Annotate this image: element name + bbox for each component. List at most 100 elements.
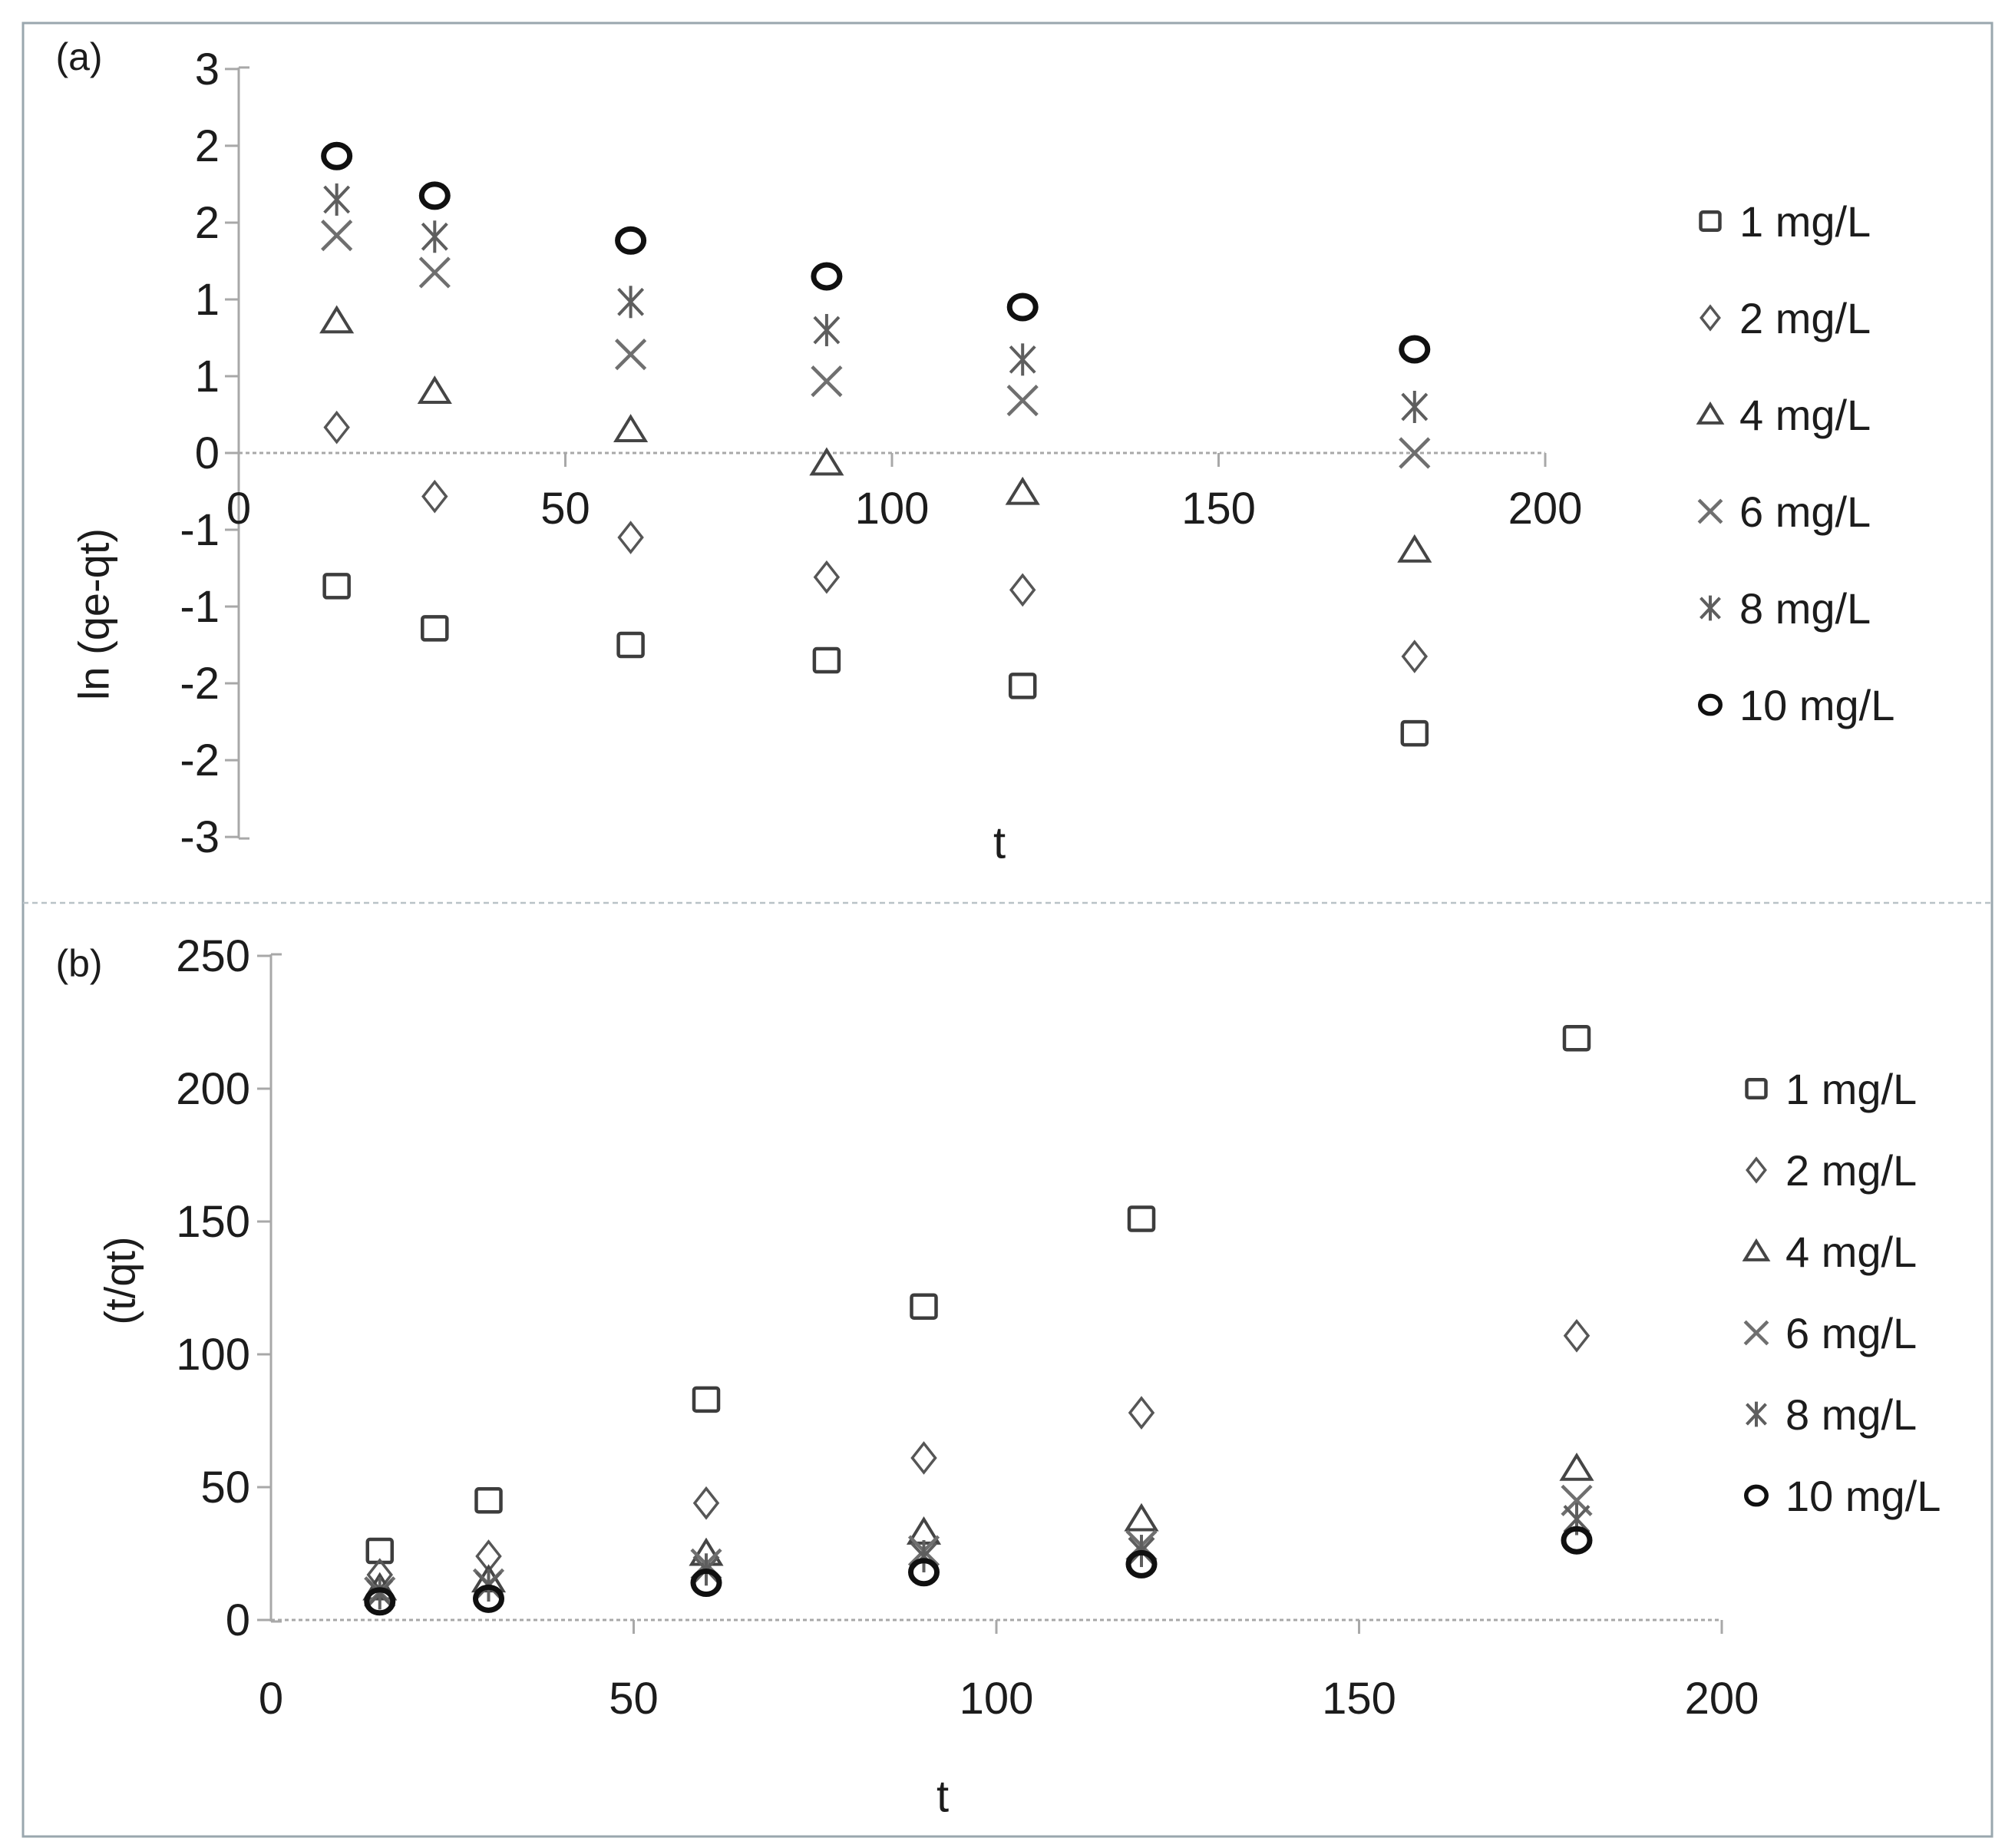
point-square-t60 — [616, 631, 645, 659]
point-circle-t30 — [418, 181, 451, 210]
point-triangle-t15 — [319, 305, 355, 334]
point-asterisk-t180 — [1401, 390, 1429, 423]
point-square-t180 — [1562, 1025, 1591, 1052]
y-tick-label: 2 — [195, 121, 220, 171]
point-asterisk-t15 — [366, 1577, 394, 1610]
point-x-t60 — [615, 339, 647, 371]
point-diamond-t120 — [1128, 1396, 1155, 1430]
panel-b-label: (b) — [55, 942, 103, 985]
point-circle-t120 — [1006, 293, 1039, 322]
point-diamond-t15 — [323, 410, 350, 445]
y-tick-label: -2 — [180, 659, 220, 709]
point-diamond-t60 — [692, 1486, 720, 1520]
x-tick-label: 50 — [540, 484, 590, 534]
point-x-t120 — [1006, 385, 1039, 417]
x-tick-label: 200 — [1508, 484, 1583, 534]
point-asterisk-t60 — [617, 286, 645, 319]
point-asterisk-t30 — [421, 220, 448, 253]
x-tick-label: 150 — [1181, 484, 1256, 534]
point-circle-t120 — [1125, 1549, 1158, 1579]
point-circle-t90 — [908, 1558, 940, 1587]
legend-label: 8 mg/L — [1739, 584, 1871, 633]
point-square-t30 — [474, 1487, 503, 1514]
y-tick-label: 1 — [195, 275, 220, 325]
y-tick-label: -2 — [180, 736, 220, 785]
legend-marker-triangle — [1742, 1238, 1771, 1261]
y-tick-label: 50 — [200, 1463, 250, 1512]
point-x-t180 — [1399, 437, 1431, 469]
legend-marker-x — [1743, 1320, 1769, 1346]
point-triangle-t60 — [613, 414, 649, 442]
y-tick-label: -1 — [180, 505, 220, 555]
legend-label: 6 mg/L — [1785, 1309, 1917, 1357]
y-tick-label: 100 — [176, 1330, 250, 1380]
point-circle-t15 — [321, 141, 353, 170]
point-square-t15 — [365, 1537, 394, 1565]
point-x-t90 — [811, 365, 843, 398]
legend-label: 8 mg/L — [1785, 1390, 1917, 1439]
point-circle-t15 — [364, 1587, 396, 1616]
point-asterisk-t90 — [813, 313, 841, 346]
legend-marker-triangle — [1696, 401, 1725, 425]
panel-a-y-axis-title: ln (qe-qt) — [69, 527, 118, 701]
point-triangle-t30 — [417, 375, 452, 404]
y-tick-label: 150 — [176, 1197, 250, 1247]
legend-marker-diamond — [1746, 1156, 1767, 1184]
legend-marker-circle — [1698, 693, 1723, 716]
legend-marker-asterisk — [1746, 1401, 1767, 1427]
legend-marker-asterisk — [1700, 595, 1721, 621]
point-diamond-t180 — [1563, 1318, 1591, 1353]
point-diamond-t30 — [421, 479, 448, 514]
point-circle-t30 — [473, 1584, 504, 1613]
legend-label: 10 mg/L — [1785, 1472, 1941, 1520]
panel-b-y-axis-title: (t/qt) — [95, 1236, 144, 1325]
y-tick-label: 200 — [176, 1064, 250, 1114]
legend-marker-x — [1697, 498, 1723, 524]
legend-label: 10 mg/L — [1739, 681, 1894, 729]
legend-label: 4 mg/L — [1785, 1228, 1917, 1276]
point-triangle-t90 — [809, 447, 844, 476]
y-tick-label: -3 — [180, 812, 220, 862]
point-asterisk-t90 — [910, 1539, 937, 1572]
legend-marker-diamond — [1700, 304, 1721, 332]
x-tick-label: 0 — [259, 1674, 283, 1724]
point-diamond-t90 — [910, 1441, 937, 1475]
legend-label: 2 mg/L — [1739, 294, 1871, 342]
point-x-t15 — [321, 220, 353, 252]
legend-label: 4 mg/L — [1739, 391, 1871, 439]
panel-b-x-axis-title: t — [936, 1771, 950, 1822]
legend-label: 2 mg/L — [1785, 1146, 1917, 1195]
y-tick-label: 0 — [195, 428, 220, 478]
x-tick-label: 150 — [1322, 1674, 1396, 1724]
point-circle-t90 — [811, 262, 843, 291]
x-tick-label: 200 — [1685, 1674, 1759, 1724]
point-square-t120 — [1127, 1205, 1156, 1232]
point-square-t15 — [322, 573, 351, 600]
point-triangle-t120 — [1124, 1503, 1159, 1532]
point-asterisk-t15 — [323, 183, 351, 216]
point-square-t90 — [910, 1293, 938, 1320]
point-square-t120 — [1008, 673, 1037, 699]
point-x-t30 — [418, 256, 451, 289]
point-triangle-t120 — [1005, 476, 1040, 505]
point-diamond-t60 — [617, 521, 644, 554]
point-square-t30 — [421, 615, 449, 642]
panel-a-x-axis-title: t — [993, 818, 1006, 868]
legend-marker-circle — [1744, 1484, 1769, 1507]
point-square-t180 — [1400, 719, 1429, 747]
x-tick-label: 100 — [855, 484, 930, 534]
legend-marker-square — [1745, 1078, 1768, 1099]
point-diamond-t90 — [813, 560, 841, 594]
point-circle-t60 — [615, 226, 647, 255]
point-triangle-t180 — [1559, 1452, 1594, 1481]
y-tick-label: 250 — [176, 931, 250, 981]
point-circle-t180 — [1399, 335, 1431, 364]
y-tick-label: 1 — [195, 352, 220, 402]
x-tick-label: 50 — [609, 1674, 659, 1724]
y-tick-label: 2 — [195, 198, 220, 248]
legend-label: 1 mg/L — [1785, 1065, 1917, 1113]
panel-a-label: (a) — [55, 35, 103, 78]
x-tick-label: 100 — [960, 1674, 1034, 1724]
point-triangle-t180 — [1397, 534, 1432, 563]
